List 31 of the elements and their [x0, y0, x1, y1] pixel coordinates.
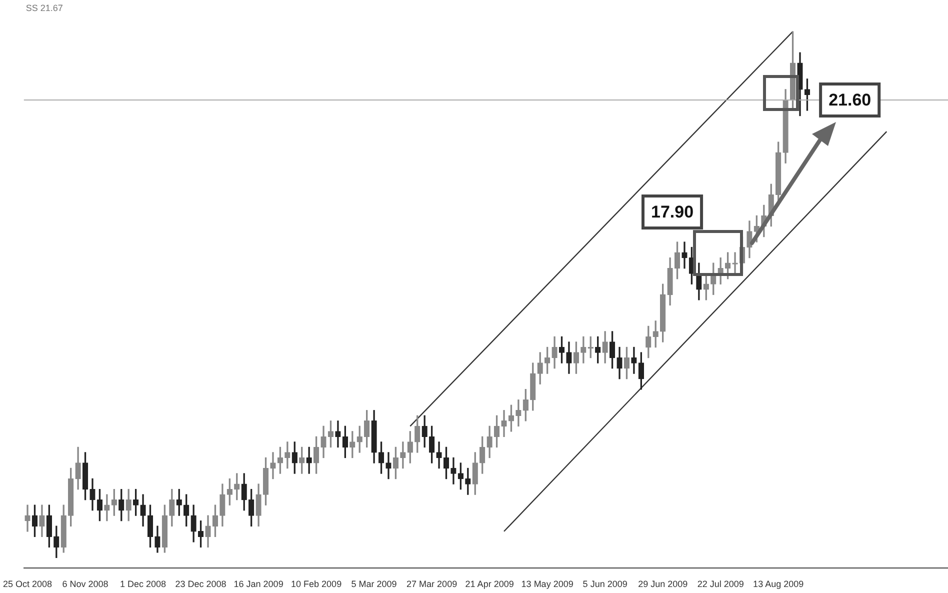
text: SS 21.67 — [26, 2, 63, 13]
candlestick — [732, 252, 738, 274]
candlestick — [270, 452, 276, 480]
x-tick-label: 27 Mar 2009 — [406, 579, 458, 590]
x-tick-label: 5 Mar 2009 — [351, 579, 397, 590]
x-tick-label: 13 May 2009 — [521, 579, 574, 590]
x-tick-label: 29 Jun 2009 — [638, 579, 688, 590]
x-tick-label: 5 Jun 2009 — [582, 579, 628, 590]
x-tick-label: 10 Feb 2009 — [291, 579, 342, 590]
candlestick — [450, 457, 456, 484]
candlestick — [104, 494, 110, 522]
annotation: 21.60 — [828, 90, 872, 110]
candlestick — [306, 446, 312, 474]
candlestick — [24, 504, 30, 532]
x-tick-label: 16 Jan 2009 — [234, 579, 284, 590]
candlestick — [386, 452, 392, 480]
x-tick-label: 13 Aug 2009 — [753, 579, 804, 590]
x-tick-label: 1 Dec 2008 — [120, 579, 166, 590]
candlestick — [631, 346, 637, 374]
x-tick-label: 22 Jul 2009 — [697, 579, 744, 590]
candlestick — [516, 400, 522, 426]
candlestick — [501, 410, 507, 437]
candlestick — [682, 242, 688, 269]
x-tick-label: 25 Oct 2008 — [2, 579, 52, 590]
x-tick-label: 6 Nov 2008 — [62, 579, 108, 590]
candlestick — [436, 442, 442, 469]
candlestick — [400, 442, 406, 469]
x-tick-label: 23 Dec 2008 — [175, 579, 226, 590]
candlestick — [335, 420, 341, 448]
annotation: 17.90 — [650, 202, 694, 222]
x-tick-label: 21 Apr 2009 — [465, 579, 514, 590]
